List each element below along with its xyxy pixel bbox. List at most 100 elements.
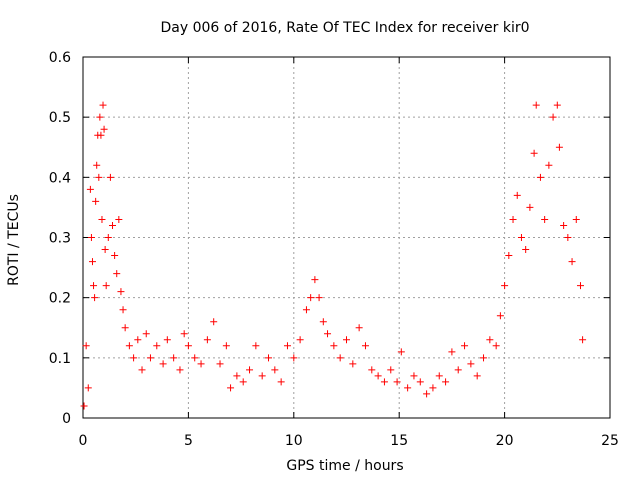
data-point <box>555 143 563 151</box>
data-point <box>203 336 211 344</box>
data-point <box>319 318 327 326</box>
data-point <box>435 372 443 380</box>
data-point <box>526 203 534 211</box>
data-point <box>536 173 544 181</box>
data-point <box>222 342 230 350</box>
data-point <box>324 330 332 338</box>
x-tick-label: 10 <box>285 433 303 449</box>
data-point <box>170 354 178 362</box>
data-point <box>115 215 123 223</box>
data-point <box>492 342 500 350</box>
data-point <box>410 372 418 380</box>
data-point <box>191 354 199 362</box>
data-point <box>576 282 584 290</box>
data-point <box>227 384 235 392</box>
data-point <box>572 215 580 223</box>
data-point <box>101 246 109 254</box>
data-point <box>549 113 557 121</box>
data-point <box>113 270 121 278</box>
data-point <box>86 185 94 193</box>
data-point <box>307 294 315 302</box>
y-tick-label: 0.1 <box>49 351 71 367</box>
data-point <box>560 221 568 229</box>
data-point <box>153 342 161 350</box>
data-point <box>461 342 469 350</box>
data-point <box>130 354 138 362</box>
data-point <box>163 336 171 344</box>
data-point <box>239 378 247 386</box>
y-tick-label: 0.2 <box>49 291 71 307</box>
y-tick-label: 0 <box>62 411 71 427</box>
data-point <box>252 342 260 350</box>
x-axis: 0 5 10 15 20 25 <box>79 57 619 449</box>
data-point <box>146 354 154 362</box>
data-point <box>343 336 350 344</box>
data-point <box>579 336 587 344</box>
data-point <box>448 348 456 356</box>
data-point <box>197 360 205 368</box>
data-point <box>416 378 424 386</box>
data-point <box>176 366 184 374</box>
data-point <box>368 366 376 374</box>
data-point <box>467 360 475 368</box>
data-point <box>509 215 517 223</box>
data-point <box>80 402 88 410</box>
data-points <box>80 101 587 410</box>
y-tick-label: 0.5 <box>49 110 71 126</box>
data-point <box>121 324 129 332</box>
data-point <box>99 101 107 109</box>
data-point <box>97 131 105 139</box>
data-point <box>473 372 481 380</box>
data-point <box>84 384 92 392</box>
data-point <box>119 306 127 314</box>
x-tick-label: 0 <box>79 433 88 449</box>
x-tick-label: 25 <box>601 433 619 449</box>
data-point <box>88 258 96 266</box>
x-axis-label: GPS time / hours <box>286 458 403 474</box>
data-point <box>541 215 549 223</box>
data-point <box>210 318 218 326</box>
data-point <box>106 173 114 181</box>
data-point <box>98 215 106 223</box>
data-point <box>138 366 146 374</box>
data-point <box>296 336 304 344</box>
y-axis: 0 0.1 0.2 0.3 0.4 0.5 0.6 <box>49 50 610 427</box>
data-point <box>315 294 323 302</box>
data-point <box>96 113 104 121</box>
data-point <box>277 378 285 386</box>
data-point <box>501 282 509 290</box>
data-point <box>496 312 504 320</box>
data-point <box>393 378 401 386</box>
data-point <box>553 101 561 109</box>
data-point <box>87 234 95 241</box>
data-point <box>283 342 291 350</box>
data-point <box>361 342 369 350</box>
data-point <box>564 234 572 241</box>
data-point <box>104 234 112 241</box>
y-tick-label: 0.6 <box>49 50 71 66</box>
data-point <box>355 324 363 332</box>
data-point <box>505 252 513 260</box>
data-point <box>387 366 395 374</box>
data-point <box>142 330 150 338</box>
data-point <box>545 161 553 169</box>
data-point <box>258 372 266 380</box>
data-point <box>397 348 405 356</box>
data-point <box>349 360 357 368</box>
data-point <box>404 384 412 392</box>
data-point <box>125 342 133 350</box>
x-tick-label: 15 <box>390 433 408 449</box>
data-point <box>184 342 192 350</box>
data-point <box>82 342 90 350</box>
data-point <box>180 330 188 338</box>
data-point <box>102 282 110 290</box>
data-point <box>159 360 167 368</box>
data-point <box>568 258 576 266</box>
data-point <box>486 336 494 344</box>
data-point <box>532 101 540 109</box>
data-point <box>95 173 103 181</box>
y-tick-label: 0.3 <box>49 231 71 247</box>
data-point <box>290 354 298 362</box>
chart-title: Day 006 of 2016, Rate Of TEC Index for r… <box>160 20 529 36</box>
